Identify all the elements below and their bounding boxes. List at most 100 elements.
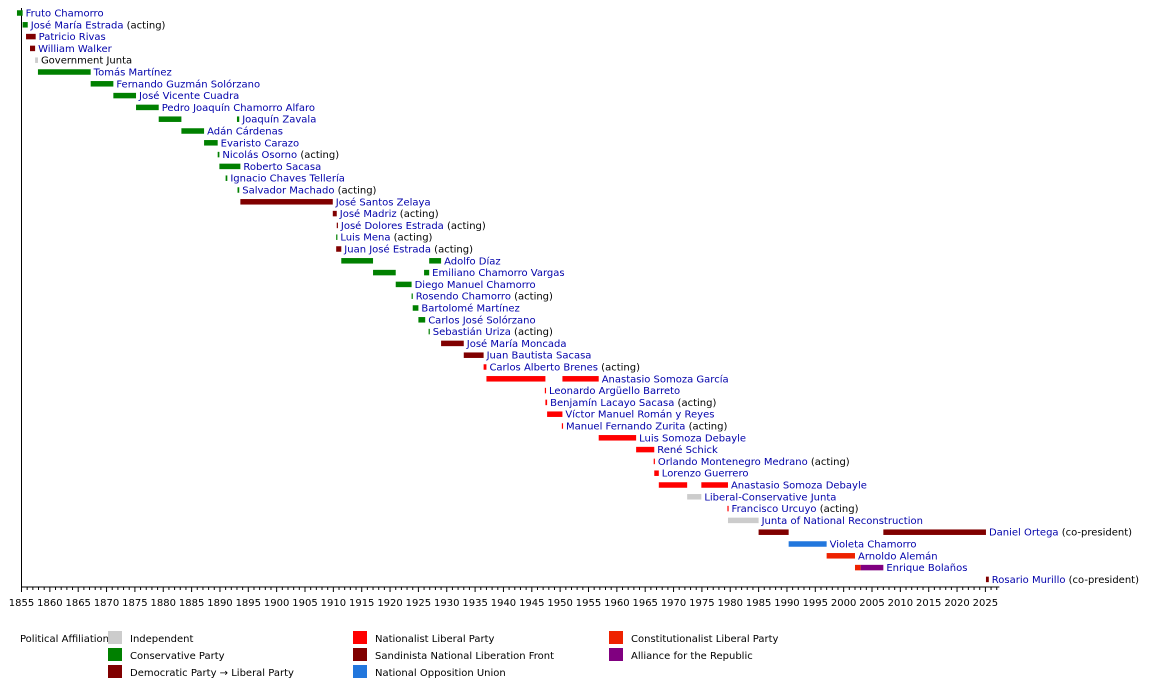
president-name[interactable]: Ignacio Chaves Tellería — [230, 173, 345, 185]
president-name[interactable]: Government Junta — [41, 56, 132, 67]
president-label: Enrique Bolaños — [886, 563, 967, 574]
x-tick-label: 2015 — [916, 598, 941, 609]
president-name[interactable]: Arnoldo Alemán — [858, 550, 938, 562]
president-label: René Schick — [657, 444, 718, 456]
x-tick-label: 1940 — [491, 598, 516, 609]
president-name[interactable]: Nicolás Osorno — [222, 149, 297, 161]
legend-swatch — [609, 648, 623, 661]
term-bar — [429, 258, 442, 264]
term-bar — [411, 293, 413, 299]
president-name[interactable]: Daniel Ortega — [989, 528, 1059, 539]
president-name[interactable]: Evaristo Carazo — [221, 138, 299, 149]
president-name[interactable]: Bartolomé Martínez — [421, 303, 519, 315]
president-name[interactable]: Tomás Martínez — [93, 67, 172, 79]
president-name[interactable]: Adán Cárdenas — [207, 126, 283, 138]
x-tick-label: 1925 — [406, 598, 431, 609]
president-label: Anastasio Somoza García — [602, 373, 729, 385]
president-name[interactable]: Rosendo Chamorro — [416, 292, 511, 303]
president-name[interactable]: Luis Somoza Debayle — [639, 433, 746, 444]
president-label: Luis Somoza Debayle — [639, 433, 746, 444]
president-name[interactable]: Sebastián Uriza — [433, 326, 511, 338]
president-name[interactable]: Emiliano Chamorro Vargas — [432, 268, 564, 279]
president-name[interactable]: Joaquín Zavala — [241, 114, 316, 126]
president-name[interactable]: Víctor Manuel Román y Reyes — [565, 409, 714, 421]
president-name[interactable]: Leonardo Argüello Barreto — [549, 386, 680, 397]
legend-title: Political Affiliation: — [20, 634, 112, 645]
term-bar — [16, 10, 23, 16]
president-note: (acting) — [397, 209, 439, 220]
president-name[interactable]: Liberal-Conservative Junta — [704, 492, 836, 503]
president-name[interactable]: Fernando Guzmán Solórzano — [116, 78, 260, 90]
president-label: Violeta Chamorro — [830, 540, 917, 551]
term-bar — [598, 435, 637, 441]
term-bar — [654, 470, 659, 476]
president-name[interactable]: Benjamín Lacayo Sacasa — [550, 397, 674, 409]
president-note: (acting) — [444, 221, 486, 232]
president-name[interactable]: Patricio Rivas — [39, 32, 106, 43]
president-name[interactable]: Orlando Montenegro Medrano — [658, 457, 808, 468]
term-bar — [658, 482, 688, 488]
president-name[interactable]: José Madriz — [339, 208, 397, 220]
president-name[interactable]: Pedro Joaquín Chamorro Alfaro — [162, 102, 315, 114]
president-name[interactable]: José Dolores Estrada — [340, 220, 444, 232]
term-bar — [418, 317, 426, 323]
president-label: Joaquín Zavala — [241, 114, 316, 126]
x-tick-label: 1990 — [774, 598, 799, 609]
president-name[interactable]: Fruto Chamorro — [26, 9, 104, 20]
president-note: (co-president) — [1059, 528, 1133, 539]
term-bar — [441, 340, 464, 347]
president-name[interactable]: Carlos Alberto Brenes — [489, 363, 598, 374]
president-name[interactable]: Lorenzo Guerrero — [662, 469, 749, 480]
president-name[interactable]: Rosario Murillo — [992, 575, 1066, 586]
president-label: Benjamín Lacayo Sacasa (acting) — [550, 397, 716, 409]
president-name[interactable]: Anastasio Somoza Debayle — [731, 481, 867, 492]
term-bar — [181, 128, 205, 134]
president-name[interactable]: René Schick — [657, 444, 718, 456]
president-name[interactable]: Roberto Sacasa — [243, 162, 321, 173]
president-label: Rosendo Chamorro (acting) — [416, 292, 553, 303]
president-name[interactable]: José Vicente Cuadra — [138, 90, 239, 102]
president-name[interactable]: Salvador Machado — [242, 186, 334, 197]
legend-entry: National Opposition Union — [375, 668, 506, 679]
president-label: Daniel Ortega (co-president) — [989, 528, 1132, 539]
president-note: (acting) — [817, 504, 859, 515]
x-tick-label: 1995 — [803, 598, 828, 609]
president-note: (acting) — [390, 233, 432, 244]
term-bar — [854, 564, 861, 571]
president-label: Anastasio Somoza Debayle — [731, 481, 867, 492]
term-bar — [158, 116, 182, 122]
president-name[interactable]: Juan José Estrada — [343, 244, 431, 256]
president-name[interactable]: José María Moncada — [466, 338, 567, 350]
president-name[interactable]: Violeta Chamorro — [830, 540, 917, 551]
president-name[interactable]: Junta of National Reconstruction — [761, 516, 923, 527]
x-tick-label: 2020 — [944, 598, 969, 609]
president-name[interactable]: José Santos Zelaya — [335, 196, 431, 208]
president-name[interactable]: José María Estrada — [30, 19, 124, 31]
president-name[interactable]: William Walker — [38, 44, 113, 55]
legend-swatch — [108, 665, 122, 678]
president-name[interactable]: Enrique Bolaños — [886, 563, 967, 574]
president-label: Salvador Machado (acting) — [242, 186, 376, 197]
president-label: Tomás Martínez — [93, 67, 172, 79]
president-name[interactable]: Manuel Fernando Zurita — [566, 422, 685, 433]
president-name[interactable]: Diego Manuel Chamorro — [415, 280, 536, 291]
term-bar — [395, 281, 412, 288]
x-tick-label: 1915 — [349, 598, 374, 609]
president-name[interactable]: Luis Mena — [340, 233, 390, 244]
president-note: (co-president) — [1065, 575, 1139, 586]
term-bar — [758, 529, 789, 535]
president-name[interactable]: Juan Bautista Sacasa — [486, 351, 592, 362]
president-name[interactable]: Anastasio Somoza García — [602, 373, 729, 385]
x-tick-label: 2005 — [859, 598, 884, 609]
president-name[interactable]: Francisco Urcuyo — [732, 504, 817, 515]
president-label: Pedro Joaquín Chamorro Alfaro — [162, 102, 315, 114]
president-name[interactable]: Adolfo Díaz — [444, 255, 501, 267]
president-note: (acting) — [808, 457, 850, 468]
president-note: (acting) — [511, 327, 553, 338]
president-name[interactable]: Carlos José Solórzano — [428, 314, 535, 326]
term-bar — [341, 258, 374, 264]
term-bar — [727, 505, 729, 512]
term-bar — [985, 576, 989, 583]
x-axis: 1855 1860 1865 1870 1875 1880 1885 1890 1895 1900… — [9, 8, 1000, 609]
